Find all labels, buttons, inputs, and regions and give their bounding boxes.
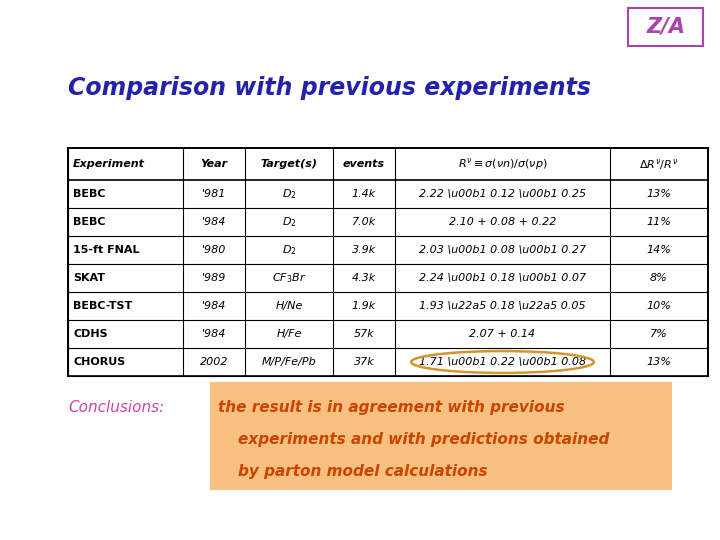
Text: CDHS: CDHS — [73, 329, 107, 339]
Text: 3.9k: 3.9k — [352, 245, 376, 255]
Text: '984: '984 — [202, 329, 226, 339]
Text: 4.3k: 4.3k — [352, 273, 376, 283]
Text: Target(s): Target(s) — [261, 159, 318, 169]
Text: 7%: 7% — [650, 329, 668, 339]
Text: 11%: 11% — [647, 217, 672, 227]
Text: 7.0k: 7.0k — [352, 217, 376, 227]
Text: '984: '984 — [202, 301, 226, 311]
Text: 2.24 \u00b1 0.18 \u00b1 0.07: 2.24 \u00b1 0.18 \u00b1 0.07 — [419, 273, 586, 283]
Text: 2002: 2002 — [199, 357, 228, 367]
Text: D$_2$: D$_2$ — [282, 215, 297, 229]
Text: 1.71 \u00b1 0.22 \u00b1 0.08: 1.71 \u00b1 0.22 \u00b1 0.08 — [419, 357, 586, 367]
Text: 1.9k: 1.9k — [352, 301, 376, 311]
Text: 1.4k: 1.4k — [352, 189, 376, 199]
Text: 37k: 37k — [354, 357, 374, 367]
Text: 13%: 13% — [647, 189, 672, 199]
Text: H/Ne: H/Ne — [275, 301, 302, 311]
Text: 13%: 13% — [647, 357, 672, 367]
FancyBboxPatch shape — [68, 148, 708, 376]
Text: Conclusions:: Conclusions: — [68, 400, 164, 415]
Text: CF$_3$Br: CF$_3$Br — [272, 271, 306, 285]
FancyBboxPatch shape — [628, 8, 703, 46]
Text: M/P/Fe/Pb: M/P/Fe/Pb — [261, 357, 316, 367]
Text: Year: Year — [200, 159, 228, 169]
Text: 14%: 14% — [647, 245, 672, 255]
Text: 57k: 57k — [354, 329, 374, 339]
Text: 2.22 \u00b1 0.12 \u00b1 0.25: 2.22 \u00b1 0.12 \u00b1 0.25 — [419, 189, 586, 199]
Text: 10%: 10% — [647, 301, 672, 311]
Text: D$_2$: D$_2$ — [282, 187, 297, 201]
Text: events: events — [343, 159, 385, 169]
Text: BEBC: BEBC — [73, 189, 106, 199]
Text: $\Delta R^{\nu}/R^{\nu}$: $\Delta R^{\nu}/R^{\nu}$ — [639, 157, 678, 172]
Text: experiments and with predictions obtained: experiments and with predictions obtaine… — [238, 432, 609, 447]
Text: Experiment: Experiment — [73, 159, 145, 169]
Text: 2.07 + 0.14: 2.07 + 0.14 — [469, 329, 536, 339]
FancyBboxPatch shape — [210, 382, 672, 490]
Text: SKAT: SKAT — [73, 273, 105, 283]
Text: 2.10 + 0.08 + 0.22: 2.10 + 0.08 + 0.22 — [449, 217, 556, 227]
Text: 1.93 \u22a5 0.18 \u22a5 0.05: 1.93 \u22a5 0.18 \u22a5 0.05 — [419, 301, 586, 311]
Text: Z/A: Z/A — [646, 17, 685, 37]
Text: '980: '980 — [202, 245, 226, 255]
Text: Comparison with previous experiments: Comparison with previous experiments — [68, 76, 591, 100]
Text: 8%: 8% — [650, 273, 668, 283]
Text: BEBC-TST: BEBC-TST — [73, 301, 132, 311]
Text: 15-ft FNAL: 15-ft FNAL — [73, 245, 140, 255]
Text: the result is in agreement with previous: the result is in agreement with previous — [218, 400, 564, 415]
Text: $R^{\nu} \equiv \sigma(\nu n)/\sigma(\nu p)$: $R^{\nu} \equiv \sigma(\nu n)/\sigma(\nu… — [458, 156, 547, 172]
Text: D$_2$: D$_2$ — [282, 243, 297, 257]
Text: '981: '981 — [202, 189, 226, 199]
Text: '989: '989 — [202, 273, 226, 283]
Text: H/Fe: H/Fe — [276, 329, 302, 339]
Text: 2.03 \u00b1 0.08 \u00b1 0.27: 2.03 \u00b1 0.08 \u00b1 0.27 — [419, 245, 586, 255]
Text: '984: '984 — [202, 217, 226, 227]
Text: by parton model calculations: by parton model calculations — [238, 464, 487, 479]
Text: BEBC: BEBC — [73, 217, 106, 227]
Text: CHORUS: CHORUS — [73, 357, 125, 367]
